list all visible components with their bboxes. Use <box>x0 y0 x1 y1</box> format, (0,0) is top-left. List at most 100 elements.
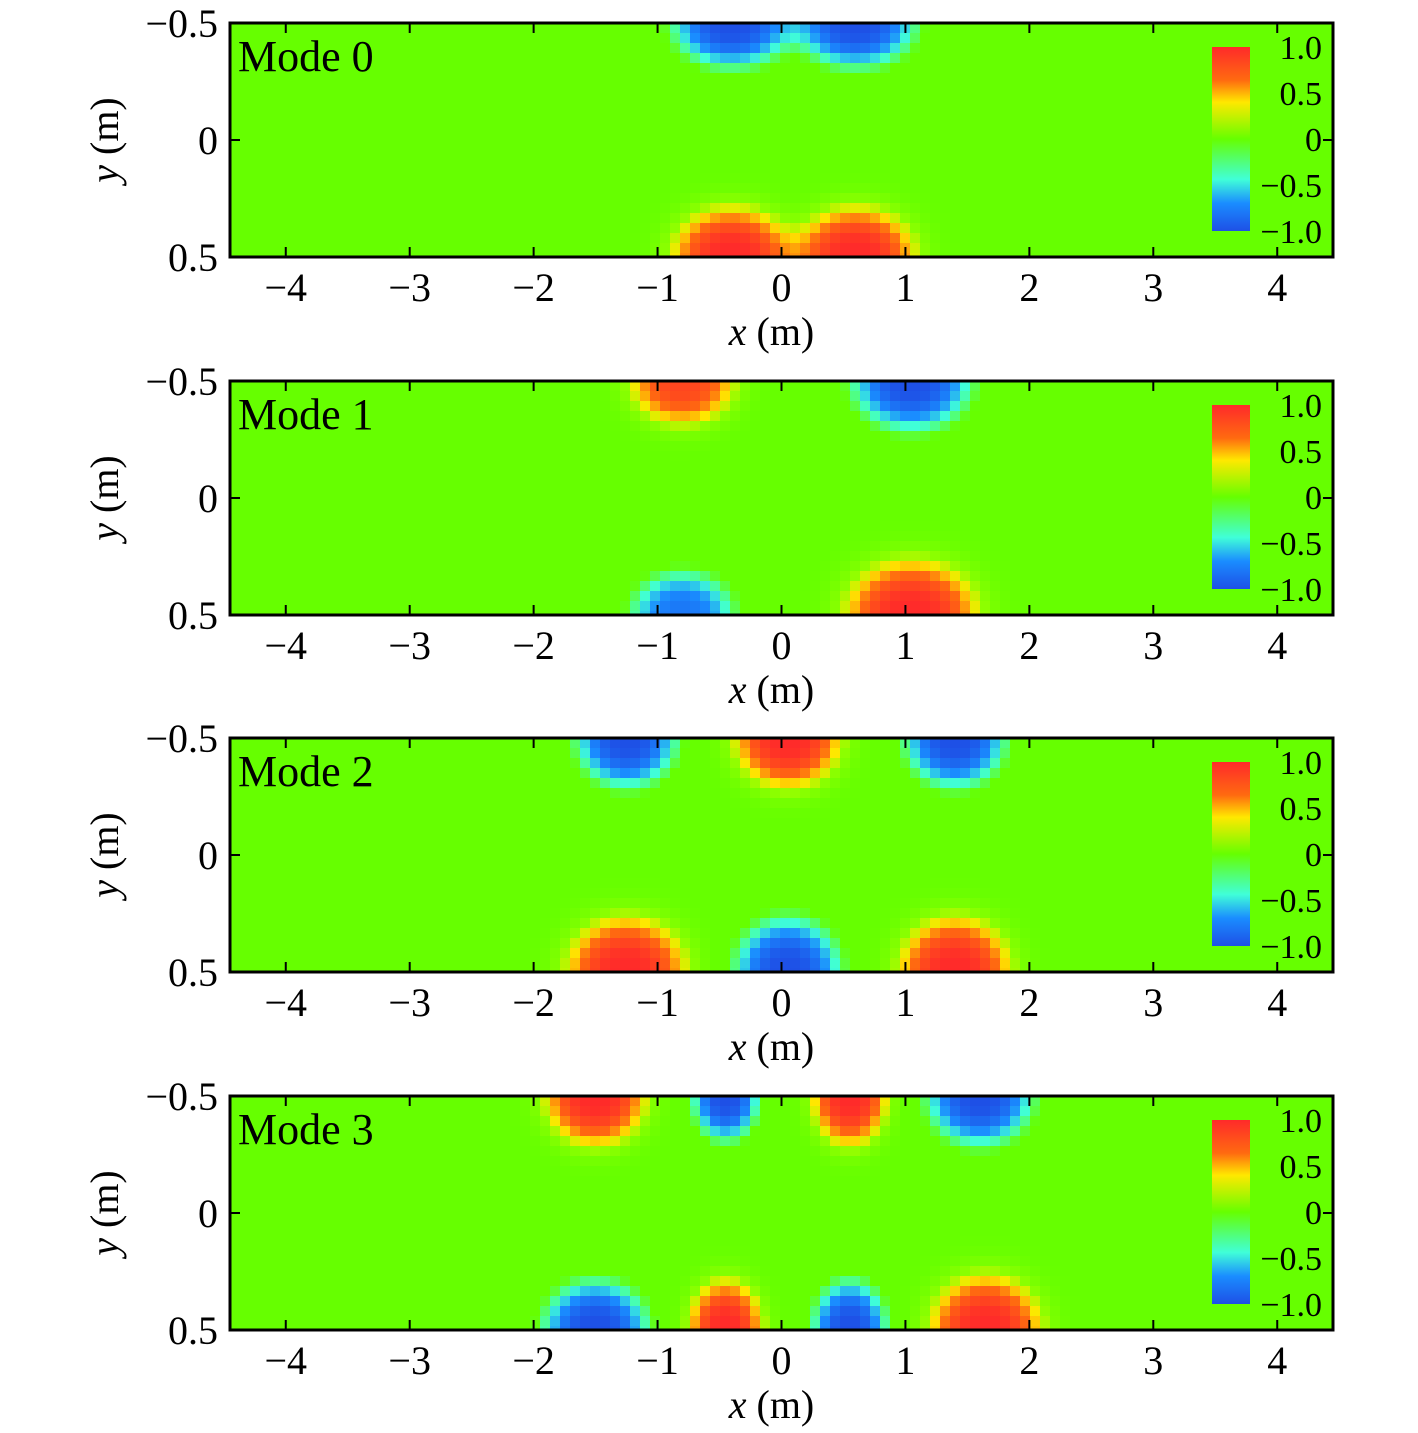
heatmap-cell <box>570 173 581 184</box>
heatmap-cell <box>1320 33 1331 44</box>
heatmap-cell <box>850 581 861 592</box>
heatmap-cell <box>680 253 691 257</box>
heatmap-cell <box>860 103 871 114</box>
heatmap-cell <box>380 441 391 452</box>
heatmap-cell <box>350 501 361 512</box>
heatmap-cell <box>960 501 971 512</box>
heatmap-cell <box>1190 471 1201 482</box>
heatmap-cell <box>310 163 321 174</box>
heatmap-cell <box>710 143 721 154</box>
heatmap-cell <box>490 113 501 124</box>
heatmap-cell <box>1000 93 1011 104</box>
heatmap-cell <box>260 461 271 472</box>
heatmap-cell <box>1030 203 1041 214</box>
heatmap-cell <box>800 23 811 34</box>
heatmap-cell <box>460 193 471 204</box>
heatmap-cell <box>790 501 801 512</box>
heatmap-cell <box>330 561 341 572</box>
heatmap-cell <box>1050 43 1061 54</box>
heatmap-cell <box>970 233 981 244</box>
heatmap-cell <box>930 163 941 174</box>
heatmap-cell <box>640 501 651 512</box>
heatmap-cell <box>260 43 271 54</box>
heatmap-cell <box>560 541 571 552</box>
heatmap-cell <box>350 213 361 224</box>
heatmap-cell <box>430 143 441 154</box>
heatmap-cell <box>730 123 741 134</box>
heatmap-cell <box>360 431 371 442</box>
heatmap-cell <box>670 581 681 592</box>
heatmap-cell <box>430 83 441 94</box>
heatmap-cell <box>1150 213 1161 224</box>
heatmap-cell <box>400 133 411 144</box>
heatmap-cell <box>710 33 721 44</box>
heatmap-cell <box>520 551 531 562</box>
heatmap-cell <box>1120 43 1131 54</box>
heatmap-cell <box>290 401 301 412</box>
heatmap-cell <box>1320 233 1331 244</box>
heatmap-cell <box>590 411 601 422</box>
heatmap-cell <box>550 123 561 134</box>
heatmap-cell <box>580 541 591 552</box>
heatmap-cell <box>1210 381 1221 392</box>
heatmap-cell <box>1170 63 1181 74</box>
heatmap-cell <box>620 23 631 34</box>
heatmap-cell <box>750 63 761 74</box>
heatmap-cell <box>710 541 721 552</box>
colorbar-tick-label: −0.5 <box>1260 168 1322 205</box>
heatmap-cell <box>850 173 861 184</box>
heatmap-cell <box>1140 571 1151 582</box>
heatmap-cell <box>490 133 501 144</box>
heatmap-cell <box>490 501 501 512</box>
heatmap-cell <box>270 541 281 552</box>
heatmap-cell <box>1070 203 1081 214</box>
heatmap-cell <box>380 491 391 502</box>
heatmap-cell <box>950 541 961 552</box>
heatmap-cell <box>310 451 321 462</box>
heatmap-cell <box>570 481 581 492</box>
heatmap-cell <box>1270 421 1281 432</box>
heatmap-cell <box>1070 441 1081 452</box>
heatmap-cell <box>280 451 291 462</box>
heatmap-cell <box>570 73 581 84</box>
heatmap-cell <box>660 571 671 582</box>
heatmap-cell <box>780 43 791 54</box>
heatmap-cell <box>280 401 291 412</box>
heatmap-cell <box>1140 471 1151 482</box>
heatmap-cell <box>1090 391 1101 402</box>
heatmap-cell <box>760 501 771 512</box>
heatmap-cell <box>370 83 381 94</box>
heatmap-cell <box>250 33 261 44</box>
heatmap-cell <box>740 451 751 462</box>
heatmap-cell <box>340 521 351 532</box>
heatmap-cell <box>740 471 751 482</box>
heatmap-cell <box>540 153 551 164</box>
heatmap-cell <box>1170 511 1181 522</box>
heatmap-cell <box>1120 501 1131 512</box>
heatmap-cell <box>980 491 991 502</box>
heatmap-cell <box>920 23 931 34</box>
heatmap-cell <box>1020 501 1031 512</box>
heatmap-cell <box>390 123 401 134</box>
heatmap-cell <box>820 143 831 154</box>
heatmap-cell <box>1020 143 1031 154</box>
heatmap-cell <box>710 103 721 114</box>
heatmap-cell <box>1130 43 1141 54</box>
mode-panel: −4 −3 −2 −1 0 1 2 3 4−0.500.5x (m)y (m)Mode 1 1.0… <box>82 359 1335 712</box>
heatmap-cell <box>1200 481 1211 492</box>
heatmap-cell <box>1260 531 1271 542</box>
heatmap-cell <box>620 253 631 257</box>
heatmap-cell <box>1070 183 1081 194</box>
heatmap-cell <box>480 401 491 412</box>
heatmap-cell <box>1050 133 1061 144</box>
heatmap-cell <box>1180 243 1191 254</box>
heatmap-cell <box>370 531 381 542</box>
heatmap-cell <box>260 511 271 522</box>
heatmap-cell <box>1100 381 1111 392</box>
heatmap-cell <box>770 491 781 502</box>
heatmap-cell <box>940 571 951 582</box>
heatmap-cell <box>920 33 931 44</box>
heatmap-cell <box>700 123 711 134</box>
heatmap-cell <box>1320 173 1331 184</box>
heatmap-cell <box>500 73 511 84</box>
